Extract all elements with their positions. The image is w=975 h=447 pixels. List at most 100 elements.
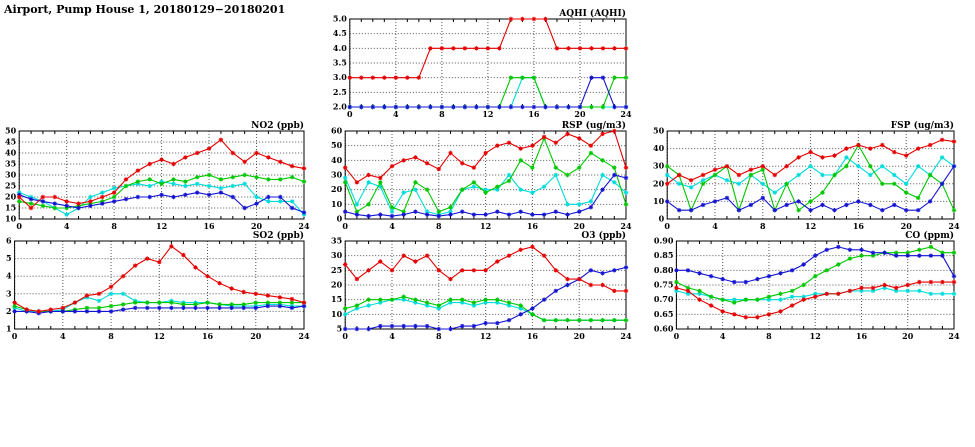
svg-text:0.85: 0.85 (654, 250, 673, 260)
svg-text:CO (ppm): CO (ppm) (905, 230, 954, 241)
svg-text:24: 24 (620, 331, 632, 341)
svg-text:8: 8 (111, 221, 117, 231)
svg-text:4: 4 (389, 221, 395, 231)
svg-text:20: 20 (5, 192, 17, 202)
svg-text:50: 50 (653, 126, 665, 136)
svg-text:2.5: 2.5 (333, 87, 347, 97)
svg-text:0: 0 (674, 331, 680, 341)
svg-text:20: 20 (250, 331, 262, 341)
svg-text:30: 30 (653, 161, 665, 171)
svg-text:15: 15 (5, 203, 16, 213)
svg-text:2.0: 2.0 (333, 102, 347, 112)
svg-text:20: 20 (574, 221, 586, 231)
svg-text:0: 0 (342, 221, 348, 231)
svg-text:40: 40 (5, 148, 17, 158)
svg-text:6: 6 (6, 236, 12, 246)
svg-text:0.75: 0.75 (654, 280, 673, 290)
svg-text:24: 24 (620, 221, 632, 231)
svg-text:35: 35 (5, 159, 16, 169)
svg-text:5.0: 5.0 (333, 14, 347, 24)
svg-text:12: 12 (482, 109, 493, 119)
chart-fsp: 0 10 20 30 40 50 0 4 8 12 16 20 24 FSP (ug/m3) (650, 120, 960, 232)
svg-text:20: 20 (574, 109, 586, 119)
svg-text:35: 35 (331, 236, 342, 246)
svg-text:0: 0 (342, 331, 348, 341)
svg-text:20: 20 (331, 184, 343, 194)
svg-text:0: 0 (337, 214, 343, 224)
svg-text:25: 25 (5, 181, 16, 191)
svg-text:0.90: 0.90 (654, 236, 674, 246)
svg-text:0.60: 0.60 (654, 324, 674, 334)
svg-text:12: 12 (480, 331, 491, 341)
svg-text:RSP (ug/m3): RSP (ug/m3) (562, 120, 626, 131)
svg-text:0: 0 (664, 221, 670, 231)
svg-text:40: 40 (653, 143, 665, 153)
svg-text:8: 8 (108, 331, 114, 341)
svg-text:12: 12 (154, 331, 165, 341)
svg-text:0: 0 (347, 109, 353, 119)
svg-text:20: 20 (653, 178, 665, 188)
svg-text:16: 16 (528, 109, 540, 119)
svg-text:25: 25 (331, 265, 342, 275)
svg-text:0: 0 (16, 221, 22, 231)
svg-text:10: 10 (331, 309, 343, 319)
svg-text:0.80: 0.80 (654, 265, 674, 275)
svg-text:4: 4 (6, 271, 12, 281)
svg-text:1: 1 (6, 324, 12, 334)
svg-text:0.70: 0.70 (654, 294, 674, 304)
svg-text:50: 50 (331, 140, 343, 150)
chart-o3: 5 10 15 20 25 30 35 0 4 8 12 16 20 24 O3 (ppb) (328, 230, 632, 342)
svg-text:20: 20 (331, 280, 343, 290)
svg-text:8: 8 (439, 109, 445, 119)
svg-text:8: 8 (436, 331, 442, 341)
svg-text:30: 30 (331, 170, 343, 180)
svg-text:20: 20 (574, 331, 586, 341)
svg-text:24: 24 (298, 331, 310, 341)
svg-text:12: 12 (480, 221, 491, 231)
page-title: Airport, Pump House 1, 20180129−20180201 (4, 3, 286, 16)
svg-text:4: 4 (720, 331, 726, 341)
chart-co: 0.60 0.65 0.70 0.75 0.80 0.85 0.90 0 4 8 12 16 20 24 C… (650, 230, 960, 342)
svg-text:16: 16 (527, 221, 539, 231)
chart-rsp: 0 10 20 30 40 50 60 0 4 8 12 16 20 24 RSP (ug/m3) (328, 120, 632, 232)
svg-text:3.0: 3.0 (333, 72, 347, 82)
svg-text:16: 16 (527, 331, 539, 341)
svg-text:60: 60 (331, 126, 343, 136)
svg-text:40: 40 (331, 155, 343, 165)
chart-no2: 10 15 20 25 30 35 40 45 50 0 4 8 12 16 20 24 NO2 (ppb) (2, 120, 310, 232)
svg-text:4: 4 (64, 221, 70, 231)
svg-text:30: 30 (5, 170, 17, 180)
svg-text:4.0: 4.0 (333, 43, 347, 53)
svg-text:12: 12 (156, 221, 167, 231)
svg-text:16: 16 (203, 221, 215, 231)
svg-text:12: 12 (805, 221, 816, 231)
svg-text:24: 24 (298, 221, 310, 231)
svg-text:4.5: 4.5 (333, 28, 347, 38)
svg-text:4: 4 (393, 109, 399, 119)
svg-text:24: 24 (948, 221, 960, 231)
svg-text:45: 45 (5, 137, 16, 147)
svg-text:AQHI (AQHI): AQHI (AQHI) (558, 8, 626, 19)
svg-text:10: 10 (653, 196, 665, 206)
svg-text:0: 0 (12, 331, 18, 341)
svg-text:8: 8 (766, 331, 772, 341)
svg-text:20: 20 (901, 221, 913, 231)
svg-text:0.65: 0.65 (654, 309, 673, 319)
svg-text:2: 2 (6, 306, 12, 316)
svg-text:15: 15 (331, 294, 342, 304)
svg-text:FSP (ug/m3): FSP (ug/m3) (891, 120, 954, 131)
svg-text:5: 5 (6, 253, 12, 263)
svg-text:SO2 (ppb): SO2 (ppb) (253, 230, 304, 241)
svg-text:20: 20 (251, 221, 263, 231)
svg-text:0: 0 (659, 214, 665, 224)
svg-text:8: 8 (760, 221, 766, 231)
svg-text:10: 10 (331, 199, 343, 209)
svg-text:5: 5 (337, 324, 343, 334)
svg-text:O3 (ppb): O3 (ppb) (581, 230, 626, 241)
svg-text:3.5: 3.5 (333, 58, 347, 68)
svg-text:24: 24 (620, 109, 632, 119)
chart-so2: 1 2 3 4 5 6 0 4 8 12 16 20 24 SO2 (ppb) (2, 230, 310, 342)
svg-text:30: 30 (331, 250, 343, 260)
svg-text:16: 16 (853, 221, 865, 231)
